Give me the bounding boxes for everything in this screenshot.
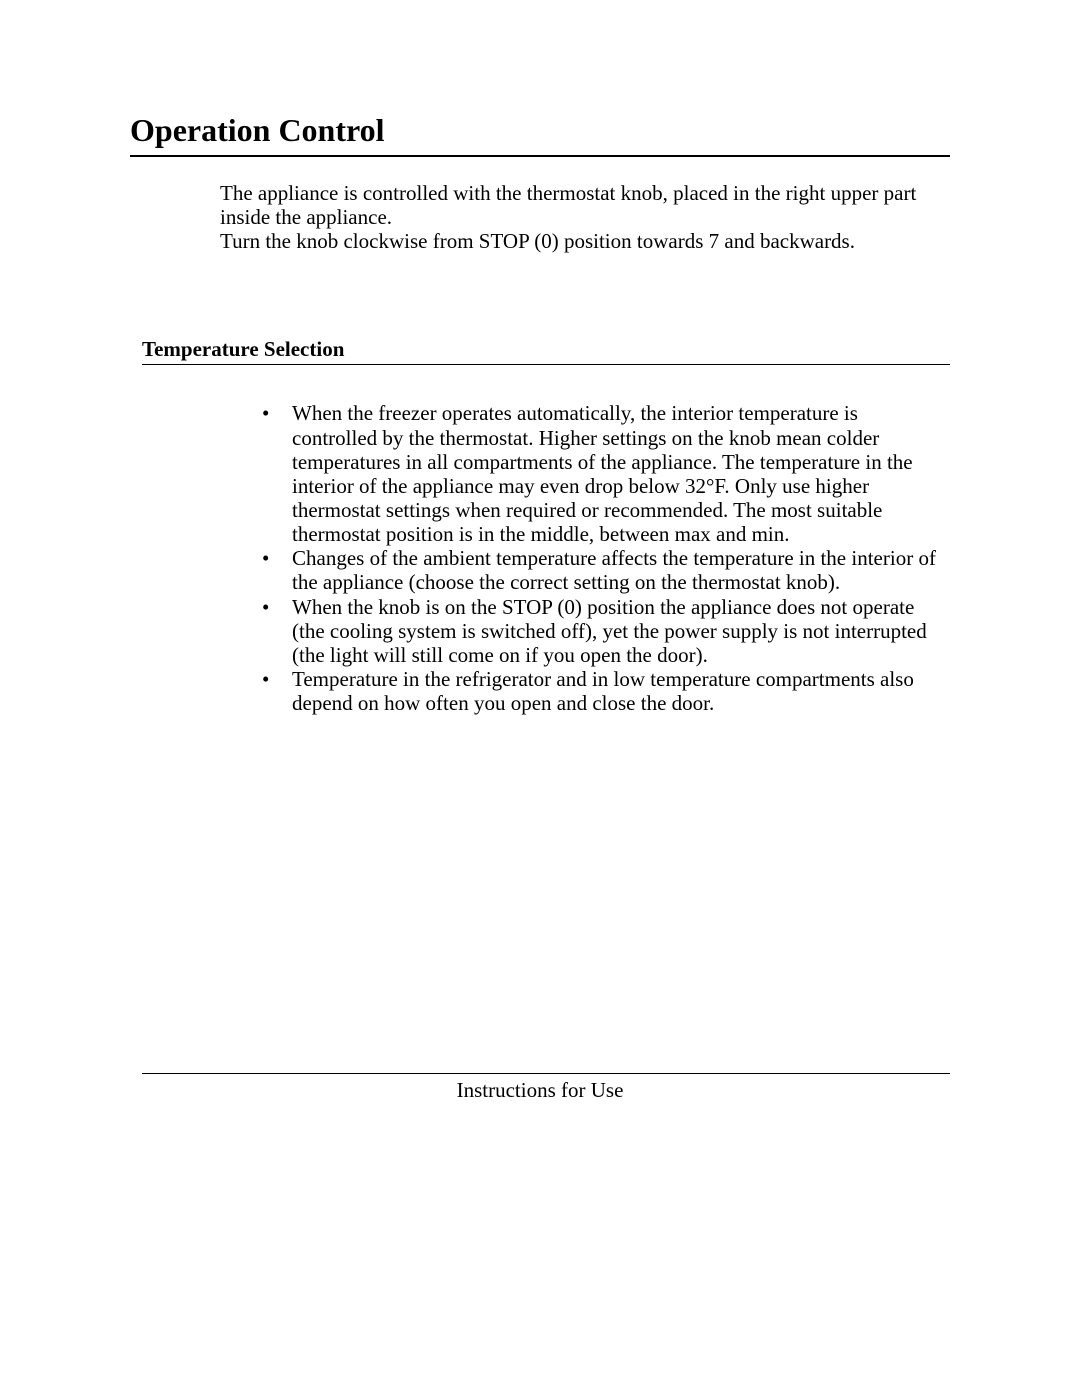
intro-paragraph-2: Turn the knob clockwise from STOP (0) po… (220, 229, 940, 253)
intro-block: The appliance is controlled with the the… (220, 181, 940, 253)
list-item: Temperature in the refrigerator and in l… (262, 667, 940, 715)
footer-rule (142, 1073, 950, 1074)
page-title: Operation Control (130, 112, 950, 155)
list-item: Changes of the ambient temperature affec… (262, 546, 940, 594)
list-item: When the knob is on the STOP (0) positio… (262, 595, 940, 667)
list-item: When the freezer operates automatically,… (262, 401, 940, 546)
intro-paragraph-1: The appliance is controlled with the the… (220, 181, 940, 229)
section-title: Temperature Selection (142, 337, 950, 362)
page: Operation Control The appliance is contr… (0, 0, 1080, 1397)
section-rule (142, 364, 950, 365)
page-footer: Instructions for Use (130, 1073, 950, 1103)
bullet-list: When the freezer operates automatically,… (262, 401, 940, 715)
title-rule (130, 155, 950, 157)
footer-text: Instructions for Use (130, 1078, 950, 1103)
